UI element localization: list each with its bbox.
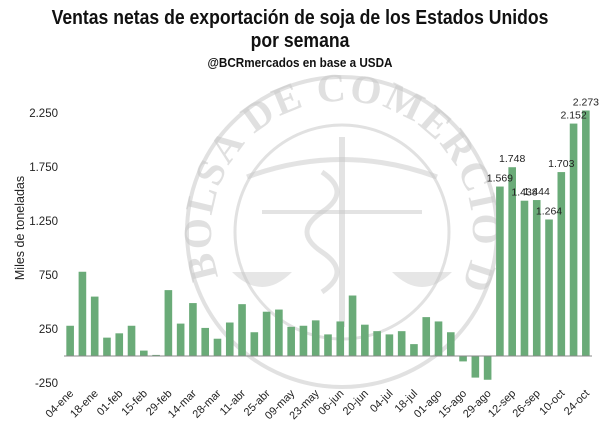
data-label: 1.264 [536, 206, 562, 218]
bar-02-may [275, 309, 283, 356]
bar-16-may [299, 325, 308, 356]
data-label: 1.703 [548, 158, 574, 170]
watermark-seal: BOLSA DE COMERCIO DE ROSARIO [0, 0, 507, 389]
bar-11-jul [397, 331, 406, 356]
data-label: 1.569 [487, 173, 513, 185]
y-tick-label: 250 [39, 324, 58, 336]
bar-15-ago [459, 356, 467, 362]
bar-05-sep [496, 186, 504, 356]
bar-01-ago [434, 321, 443, 356]
bar-03-oct [545, 219, 553, 356]
bar-25-jul [422, 317, 431, 356]
x-tick-label: 18-ene [68, 388, 101, 421]
data-label: 1.444 [524, 186, 550, 198]
y-tick-label: 750 [39, 270, 58, 282]
x-axis-ticks: 04-ene18-ene01-feb15-feb29-feb14-mar28-m… [44, 387, 593, 422]
bar-27-jun [373, 331, 381, 356]
watermark-wings [246, 157, 438, 180]
x-tick-label: 10-oct [537, 388, 567, 418]
bar-17-oct [569, 123, 578, 356]
bar-29-feb [164, 290, 173, 356]
bar-18-ene [90, 296, 99, 356]
x-tick-label: 24-oct [562, 388, 592, 418]
x-tick-label: 01-feb [95, 388, 126, 419]
bar-23-may [311, 320, 320, 356]
y-tick-label: 2.250 [29, 108, 58, 120]
bar-13-jun [348, 295, 357, 356]
x-tick-label: 06-jun [316, 388, 346, 418]
data-label: 1.748 [499, 153, 525, 165]
bar-10-oct [557, 172, 566, 356]
y-axis-ticks: -250 250 750 1.250 1.750 2.250 [29, 108, 58, 390]
y-tick-label: 1.750 [29, 162, 58, 174]
x-tick-label: 15-feb [119, 388, 150, 419]
chart-title-line1: Ventas netas de exportación de soja de l… [51, 7, 549, 29]
watermark-pan-left [232, 272, 292, 287]
bar-09-may [287, 326, 295, 356]
bar-30-may [324, 334, 332, 356]
data-label: 2.273 [573, 97, 599, 109]
watermark-pan-right [392, 272, 452, 287]
bar-19-sep [520, 200, 529, 356]
watermark-text: BOLSA DE COMERCIO DE ROSARIO [0, 0, 507, 300]
bars-layer [66, 110, 590, 380]
y-tick-label: -250 [35, 378, 58, 390]
chart-header: Ventas netas de exportación de soja de l… [0, 0, 600, 70]
x-tick-label: 26-sep [511, 388, 543, 420]
bar-11-abr [238, 304, 246, 356]
bar-22-ago [471, 356, 480, 378]
bar-11-ene [78, 271, 87, 356]
bar-26-sep [532, 200, 541, 356]
bar-15-feb [140, 350, 148, 356]
chart-title-line2: por semana [250, 30, 350, 52]
bar-25-abr [262, 311, 271, 356]
bar-21-mar [201, 327, 210, 356]
bar-06-jun [336, 321, 345, 356]
bar-04-ene [66, 325, 74, 356]
bar-08-ago [446, 332, 455, 356]
bar-12-sep [508, 167, 516, 356]
x-tick-label: 04-jul [368, 388, 396, 416]
y-axis-label: Miles de toneladas [13, 176, 27, 280]
bar-14-mar [189, 303, 197, 356]
bar-24-oct [582, 110, 590, 357]
data-label: 2.152 [560, 110, 586, 122]
bar-18-jul [410, 344, 418, 356]
x-tick-label: 28-mar [190, 387, 223, 420]
chart-subtitle: @BCRmercados en base a USDA [207, 55, 393, 70]
bar-07-mar [176, 323, 185, 356]
bar-18-abr [250, 332, 259, 356]
data-label: 1.438 [511, 187, 537, 199]
watermark-serpent [304, 169, 340, 295]
bar-04-abr [225, 322, 234, 356]
bar-04-jul [385, 334, 394, 356]
y-tick-label: 1.250 [29, 216, 58, 228]
bar-29-ago [483, 356, 492, 380]
bar-25-ene [103, 337, 111, 356]
bar-22-feb [152, 354, 160, 356]
bar-28-mar [213, 338, 222, 356]
bar-20-jun [361, 324, 369, 356]
bar-08-feb [127, 325, 136, 356]
x-tick-label: 20-jun [341, 388, 371, 418]
bar-01-feb [115, 333, 124, 356]
